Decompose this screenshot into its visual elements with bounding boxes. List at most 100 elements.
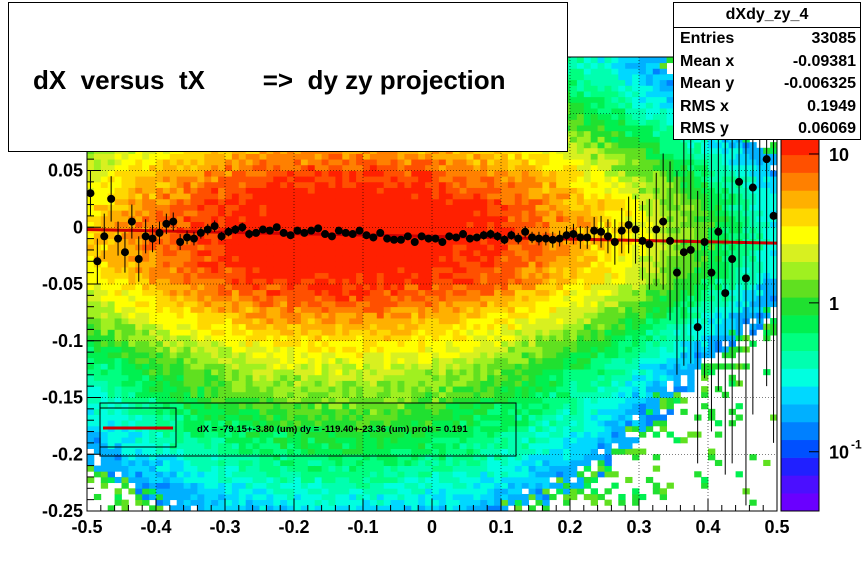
heatmap-cell bbox=[114, 459, 122, 467]
heatmap-cell bbox=[87, 323, 95, 330]
heatmap-cell bbox=[369, 471, 378, 478]
heatmap-cell bbox=[473, 420, 481, 427]
heatmap-cell bbox=[176, 284, 184, 291]
heatmap-cell bbox=[100, 312, 109, 319]
heatmap-cell bbox=[363, 193, 371, 200]
heatmap-cell bbox=[452, 306, 460, 313]
heatmap-cell bbox=[100, 204, 109, 211]
heatmap-cell bbox=[349, 318, 357, 325]
heatmap-cell bbox=[294, 221, 302, 228]
heatmap-cell bbox=[307, 329, 316, 336]
heatmap-cell bbox=[300, 493, 309, 501]
heatmap-cell bbox=[300, 284, 309, 291]
heatmap-cell bbox=[473, 198, 481, 205]
heatmap-cell bbox=[438, 295, 447, 302]
heatmap-cell bbox=[169, 306, 178, 313]
heatmap-cell bbox=[356, 176, 364, 183]
heatmap-cell bbox=[459, 505, 467, 512]
heatmap-cell bbox=[432, 204, 440, 211]
heatmap-cell bbox=[231, 261, 240, 268]
heatmap-cell bbox=[135, 493, 143, 501]
heatmap-cell bbox=[225, 357, 233, 364]
heatmap-cell bbox=[390, 266, 398, 274]
heatmap-cell bbox=[114, 153, 122, 160]
heatmap-cell bbox=[438, 420, 447, 427]
heatmap-cell bbox=[169, 374, 178, 381]
heatmap-cell bbox=[307, 380, 316, 387]
heatmap-cell bbox=[135, 420, 143, 427]
heatmap-cell bbox=[363, 408, 371, 415]
heatmap-cell bbox=[266, 272, 274, 279]
heatmap-cell bbox=[438, 164, 447, 171]
heatmap-cell bbox=[425, 408, 433, 415]
heatmap-cell bbox=[363, 482, 371, 489]
heatmap-cell bbox=[204, 408, 212, 415]
heatmap-cell bbox=[466, 476, 474, 484]
heatmap-cell bbox=[100, 289, 109, 296]
heatmap-cell bbox=[176, 352, 184, 359]
heatmap-cell bbox=[494, 425, 502, 432]
heatmap-cell bbox=[356, 272, 364, 279]
heatmap-cell bbox=[287, 437, 295, 444]
heatmap-cell bbox=[280, 204, 288, 211]
heatmap-cell bbox=[480, 357, 488, 364]
heatmap-cell bbox=[452, 403, 460, 410]
heatmap-cell bbox=[307, 363, 316, 370]
heatmap-cell bbox=[397, 329, 405, 336]
heatmap-cell bbox=[218, 159, 226, 166]
heatmap-cell bbox=[294, 301, 302, 308]
heatmap-cell bbox=[107, 295, 115, 302]
heatmap-cell bbox=[404, 323, 412, 330]
heatmap-cell bbox=[404, 505, 412, 512]
heatmap-cell bbox=[383, 198, 391, 205]
heatmap-cell bbox=[473, 187, 481, 194]
heatmap-cell bbox=[231, 448, 240, 455]
heatmap-cell bbox=[390, 374, 398, 381]
heatmap-cell bbox=[314, 420, 322, 427]
heatmap-cell bbox=[273, 408, 281, 415]
heatmap-cell bbox=[494, 437, 502, 444]
heatmap-cell bbox=[197, 386, 205, 393]
heatmap-cell bbox=[480, 278, 488, 285]
heatmap-cell bbox=[100, 363, 109, 370]
heatmap-cell bbox=[459, 215, 467, 222]
heatmap-cell bbox=[356, 204, 364, 211]
heatmap-cell bbox=[418, 221, 426, 228]
heatmap-cell bbox=[438, 414, 447, 421]
heatmap-cell bbox=[438, 442, 447, 449]
heatmap-cell bbox=[390, 352, 398, 359]
heatmap-cell bbox=[204, 386, 212, 393]
heatmap-cell bbox=[321, 318, 329, 325]
heatmap-cell bbox=[252, 215, 260, 222]
heatmap-cell bbox=[383, 272, 391, 279]
heatmap-cell bbox=[204, 465, 212, 472]
heatmap-cell bbox=[238, 352, 247, 359]
heatmap-cell bbox=[376, 312, 385, 319]
heatmap-cell bbox=[390, 278, 398, 285]
heatmap-cell bbox=[266, 221, 274, 228]
heatmap-cell bbox=[369, 198, 378, 205]
heatmap-cell bbox=[411, 176, 419, 183]
heatmap-cell bbox=[128, 266, 136, 274]
heatmap-cell bbox=[176, 221, 184, 228]
heatmap-cell bbox=[369, 357, 378, 364]
heatmap-cell bbox=[231, 369, 240, 376]
heatmap-cell bbox=[383, 414, 391, 421]
heatmap-cell bbox=[501, 227, 509, 234]
heatmap-cell bbox=[280, 255, 288, 262]
heatmap-cell bbox=[300, 278, 309, 285]
heatmap-cell bbox=[169, 170, 178, 177]
heatmap-cell bbox=[266, 425, 274, 432]
heatmap-cell bbox=[390, 488, 398, 495]
heatmap-cell bbox=[107, 249, 115, 257]
heatmap-cell bbox=[114, 301, 122, 308]
heatmap-cell bbox=[135, 301, 143, 308]
heatmap-cell bbox=[404, 227, 412, 234]
heatmap-cell bbox=[418, 244, 426, 251]
heatmap-cell bbox=[197, 306, 205, 313]
heatmap-cell bbox=[252, 238, 260, 245]
heatmap-cell bbox=[87, 408, 95, 415]
heatmap-cell bbox=[314, 204, 322, 211]
heatmap-cell bbox=[411, 244, 419, 251]
heatmap-cell bbox=[466, 488, 474, 495]
